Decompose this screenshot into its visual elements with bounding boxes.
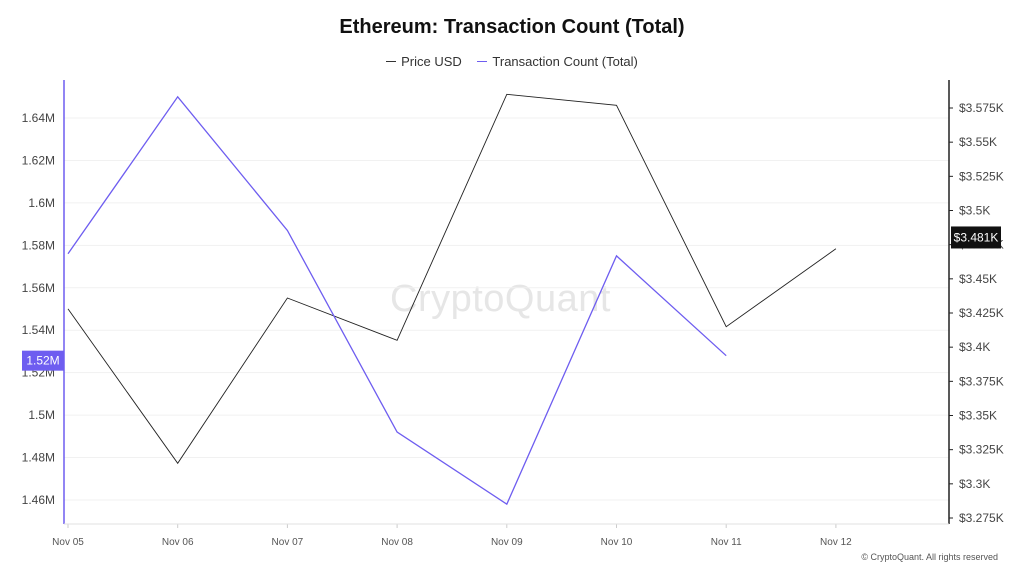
legend-price-swatch	[386, 61, 397, 62]
legend-item-price[interactable]: Price USD	[386, 54, 462, 69]
x-tick-label: Nov 09	[491, 537, 523, 548]
right-y-tick-label: $3.325K	[959, 443, 1004, 457]
left-current-value-label: 1.52M	[26, 354, 59, 368]
transaction-count-line	[67, 95, 727, 506]
right-y-tick-label: $3.45K	[959, 272, 997, 286]
left-y-tick-label: 1.64M	[22, 111, 55, 125]
right-y-tick-label: $3.575K	[959, 101, 1004, 115]
copyright-footer: © CryptoQuant. All rights reserved	[861, 552, 998, 562]
legend-price-label: Price USD	[401, 54, 462, 69]
legend-item-tx-count[interactable]: Transaction Count (Total)	[477, 54, 638, 69]
watermark-logo: CryptoQuant	[390, 278, 611, 320]
x-tick-label: Nov 08	[381, 537, 413, 548]
x-tick-label: Nov 05	[52, 537, 84, 548]
chart-legend: Price USD Transaction Count (Total)	[0, 50, 1024, 69]
left-y-tick-label: 1.56M	[22, 281, 55, 295]
chart-title: Ethereum: Transaction Count (Total)	[339, 16, 685, 38]
left-y-tick-label: 1.58M	[22, 238, 55, 252]
left-current-value-badge	[22, 350, 64, 371]
right-y-tick-label: $3.375K	[959, 374, 1004, 388]
x-tick-label: Nov 07	[272, 537, 304, 548]
right-y-tick-label: $3.425K	[959, 306, 1004, 320]
x-tick-label: Nov 10	[601, 537, 633, 548]
price-usd-line	[67, 93, 837, 465]
legend-tx-label: Transaction Count (Total)	[492, 54, 638, 69]
x-tick-label: Nov 11	[711, 537, 742, 548]
left-y-tick-label: 1.54M	[22, 323, 55, 337]
left-y-tick-label: 1.62M	[22, 153, 55, 167]
left-y-tick-label: 1.6M	[28, 196, 55, 210]
right-y-tick-label: $3.5K	[959, 204, 990, 218]
right-y-tick-label: $3.55K	[959, 135, 997, 149]
right-y-tick-label: $3.3K	[959, 477, 990, 491]
right-y-tick-label: $3.4K	[959, 340, 990, 354]
left-y-tick-label: 1.48M	[22, 451, 55, 465]
legend-tx-swatch	[477, 61, 488, 62]
left-y-tick-label: 1.5M	[28, 408, 55, 422]
x-tick-label: Nov 06	[162, 537, 194, 548]
right-y-tick-label: $3.35K	[959, 409, 997, 423]
right-current-value-badge	[951, 226, 1001, 249]
right-y-tick-label: $3.275K	[959, 511, 1004, 525]
left-y-tick-label: 1.46M	[22, 493, 55, 507]
right-current-value-label: $3.481K	[954, 230, 999, 244]
x-tick-label: Nov 12	[820, 537, 852, 548]
right-y-tick-label: $3.525K	[959, 169, 1004, 183]
